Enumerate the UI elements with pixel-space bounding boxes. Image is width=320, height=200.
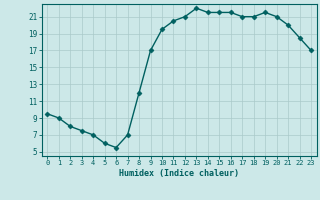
X-axis label: Humidex (Indice chaleur): Humidex (Indice chaleur) — [119, 169, 239, 178]
